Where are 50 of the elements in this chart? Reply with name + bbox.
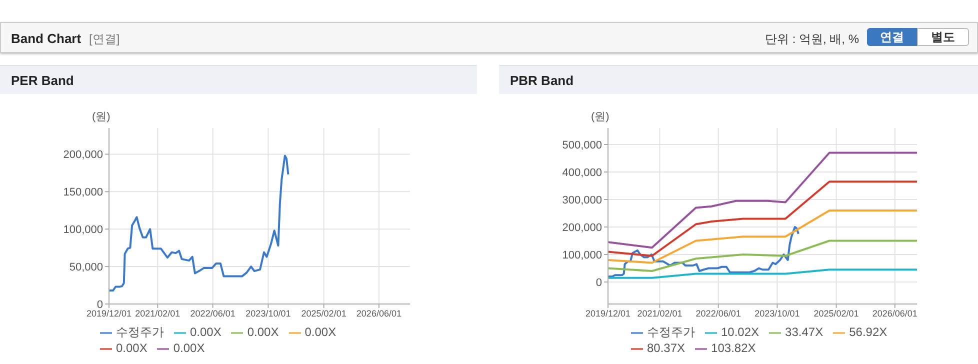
x-tick-label: 2021/02/01 xyxy=(135,308,180,318)
legend-label: 0.00X xyxy=(173,341,205,355)
y-tick-label: 0 xyxy=(96,298,103,311)
y-tick-label: 500,000 xyxy=(562,139,602,152)
text: 단위 : 억원, 배, % xyxy=(764,31,859,48)
legend-label: 33.47X xyxy=(785,325,824,339)
text: Band Chart xyxy=(11,31,82,46)
line-series xyxy=(608,210,917,264)
x-tick-label: 2025/02/01 xyxy=(301,308,346,318)
chart-title: PBR Band xyxy=(510,73,574,88)
line-series xyxy=(608,240,917,272)
legend-label: 0.00X xyxy=(304,325,336,339)
legend-label: 0.00X xyxy=(190,325,222,339)
y-tick-label: 300,000 xyxy=(562,194,602,206)
legend-label: 수정주가 xyxy=(647,325,695,339)
x-tick-label: 2025/02/01 xyxy=(814,308,859,318)
y-axis-title: (원) xyxy=(92,110,110,124)
legend-label: 80.37X xyxy=(647,341,686,355)
legend-label: 103.82X xyxy=(711,341,756,355)
chart-title: PER Band xyxy=(11,73,74,88)
y-axis-title: (원) xyxy=(591,110,610,124)
text: [연결] xyxy=(89,31,120,48)
y-tick-label: 0 xyxy=(596,276,602,289)
y-tick-label: 150,000 xyxy=(63,186,103,199)
y-tick-label: 200,000 xyxy=(562,222,602,234)
x-tick-label: 2021/02/01 xyxy=(637,308,682,318)
x-tick-label: 2022/06/01 xyxy=(696,308,741,318)
x-tick-label: 2026/06/01 xyxy=(872,308,918,318)
y-tick-label: 100,000 xyxy=(562,249,602,262)
y-tick-label: 200,000 xyxy=(63,149,103,162)
legend-label: 0.00X xyxy=(247,325,279,339)
legend-label: 0.00X xyxy=(116,341,148,355)
y-tick-label: 50,000 xyxy=(69,261,103,274)
line-series xyxy=(608,226,800,278)
text: 별도 xyxy=(917,28,969,46)
text: 연결 xyxy=(867,28,917,46)
x-tick-label: 2023/10/01 xyxy=(754,308,800,318)
legend-label: 10.02X xyxy=(721,325,760,339)
line-series xyxy=(608,180,917,257)
line-series xyxy=(608,152,917,249)
x-tick-label: 2026/06/01 xyxy=(356,308,402,318)
x-tick-label: 2023/10/01 xyxy=(246,308,291,318)
legend-label: 56.92X xyxy=(849,325,888,339)
y-tick-label: 400,000 xyxy=(562,166,602,179)
x-tick-label: 2019/12/01 xyxy=(585,308,631,318)
legend-label: 수정주가 xyxy=(116,325,164,339)
line-series xyxy=(109,154,290,292)
x-tick-label: 2019/12/01 xyxy=(86,308,132,318)
y-tick-label: 100,000 xyxy=(63,224,103,236)
x-tick-label: 2022/06/01 xyxy=(190,308,236,318)
